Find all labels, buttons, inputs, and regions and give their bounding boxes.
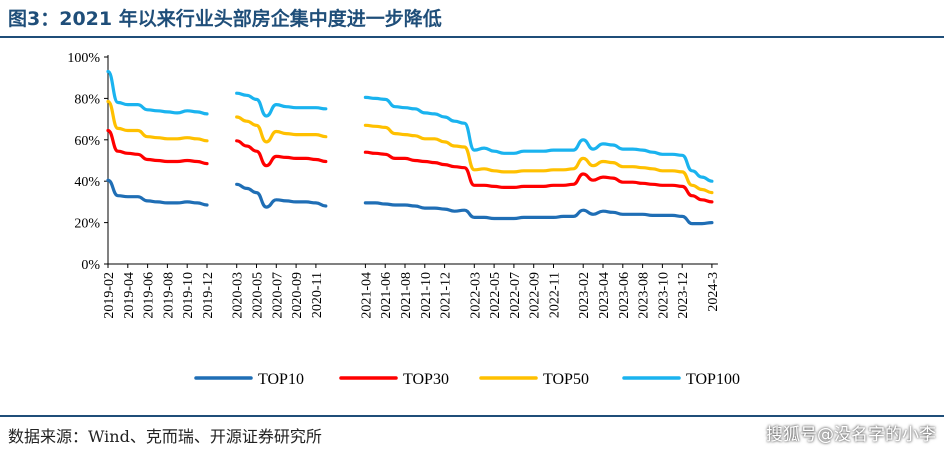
series-line-top50-segment-3	[363, 123, 714, 195]
series-line-top100-segment-2	[235, 91, 328, 118]
series-line-top30-segment-1	[106, 128, 209, 166]
x-tick-label: 2023-12	[676, 272, 691, 319]
legend-label-top100: TOP100	[686, 371, 740, 388]
x-tick-label: 2021-06	[379, 272, 394, 319]
x-tick-label: 2023-08	[637, 272, 652, 319]
x-tick-label: 2020-11	[310, 272, 325, 318]
x-tick-label: 2022-11	[548, 272, 563, 318]
y-tick-label: 40%	[74, 175, 100, 190]
data-source-note: 数据来源：Wind、克而瑞、开源证券研究所	[8, 427, 322, 446]
x-tick-label: 2022-05	[488, 272, 503, 319]
series-line-top30-segment-2	[235, 139, 328, 168]
x-tick-label: 2024-3	[706, 272, 721, 312]
x-tick-label: 2019-02	[102, 272, 117, 319]
x-tick-label: 2019-12	[201, 272, 216, 319]
x-tick-label: 2020-03	[231, 272, 246, 319]
x-tick-label: 2021-08	[399, 272, 414, 319]
x-tick-label: 2023-04	[597, 272, 612, 319]
x-tick-label: 2019-08	[161, 272, 176, 319]
series-lines	[106, 69, 714, 226]
series-line-top10-segment-3	[363, 201, 714, 226]
y-tick-label: 20%	[74, 217, 100, 232]
x-tick-label: 2023-06	[617, 272, 632, 319]
legend-label-top50: TOP50	[543, 371, 589, 388]
x-tick-label: 2020-05	[251, 272, 266, 319]
x-tick-label: 2019-04	[122, 272, 137, 319]
series-line-top50-segment-2	[235, 115, 328, 144]
x-tick-label: 2021-10	[419, 272, 434, 319]
y-axis-ticks: 0% 20% 40% 60% 80% 100%	[67, 51, 108, 273]
x-axis-ticks: 2019-02 2019-04 2019-06 2019-08 2019-10 2019-…	[102, 264, 721, 319]
legend-label-top30: TOP30	[403, 371, 449, 388]
x-tick-label: 2019-06	[142, 272, 157, 319]
figure-title: 图3：2021 年以来行业头部房企集中度进一步降低	[8, 8, 442, 30]
series-line-top50-segment-1	[106, 99, 209, 143]
y-tick-label: 80%	[74, 92, 100, 107]
watermark: 搜狐号@没名字的小李	[766, 425, 936, 445]
legend: TOP10 TOP30 TOP50 TOP100	[194, 371, 740, 388]
chart-axes	[107, 55, 718, 265]
bottom-divider	[0, 415, 944, 417]
x-tick-label: 2021-04	[359, 272, 374, 319]
x-tick-label: 2022-07	[508, 272, 523, 319]
series-line-top10-segment-1	[106, 178, 209, 207]
x-tick-label: 2020-09	[290, 272, 305, 319]
x-tick-label: 2021-12	[439, 272, 454, 319]
x-tick-label: 2022-09	[528, 272, 543, 319]
top-divider	[0, 36, 944, 38]
x-tick-label: 2022-03	[468, 272, 483, 319]
series-line-top100-segment-3	[363, 95, 714, 183]
series-line-top100-segment-1	[106, 69, 209, 116]
line-chart: 0% 20% 40% 60% 80% 100% 2019-02 2019-04 2019-06…	[67, 51, 740, 388]
series-line-top30-segment-3	[363, 150, 714, 204]
x-tick-label: 2019-10	[181, 272, 196, 319]
y-tick-label: 100%	[67, 51, 100, 66]
legend-label-top10: TOP10	[258, 371, 304, 388]
y-tick-label: 60%	[74, 134, 100, 149]
y-tick-label: 0%	[81, 258, 100, 273]
x-tick-label: 2023-02	[577, 272, 592, 319]
series-line-top10-segment-2	[235, 182, 328, 209]
x-tick-label: 2020-07	[270, 272, 285, 319]
x-tick-label: 2023-10	[656, 272, 671, 319]
